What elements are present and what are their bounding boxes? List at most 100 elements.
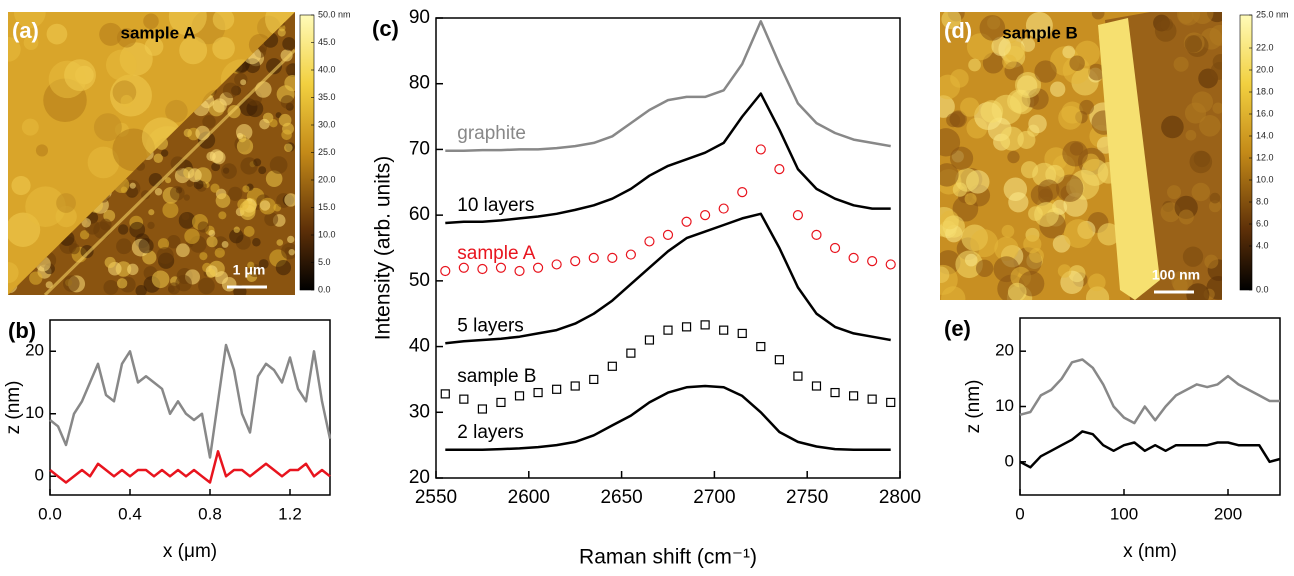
y-axis-label: z (nm) [3,381,24,435]
grain [1173,56,1189,72]
grain [1210,62,1222,80]
panel-label: (d) [944,18,972,43]
grain [8,261,19,284]
grain [970,229,999,258]
marker [607,252,618,263]
x-tick-label: 200 [1214,504,1242,523]
x-tick-label: 1.2 [278,504,302,523]
grain [282,37,295,51]
grain [1007,150,1020,164]
grain [980,100,1004,123]
y-tick-label: 50 [409,270,430,291]
grain [13,12,46,29]
marker [551,259,562,270]
x-tick-label: 0.0 [38,504,62,523]
grain [64,59,96,92]
series-label: sample B [457,366,536,387]
x-axis-label: Raman shift (cm⁻¹) [579,546,757,569]
grain [243,226,255,237]
marker [533,387,543,398]
image-title: sample B [1002,23,1078,42]
image-title: sample A [121,23,196,42]
colorbar-tick-label: 18.0 [1256,86,1274,96]
grain [183,128,192,138]
grain [1034,202,1059,227]
grain [169,185,185,201]
grain [940,74,961,100]
grain [99,22,123,46]
grain [228,186,243,201]
grain [1191,91,1214,113]
series-label: sample A [457,243,535,264]
grain [285,64,295,74]
grain [979,15,1006,41]
plot-frame [1019,317,1281,496]
colorbar-tick-label: 16.0 [1256,108,1274,118]
grain [8,36,21,62]
marker [719,325,729,335]
grain [236,132,244,140]
grain [206,268,216,279]
x-tick-label: 0.4 [118,504,142,523]
y-tick-label: 80 [409,73,430,94]
grain [275,259,292,276]
marker [570,381,580,391]
grain [1182,246,1204,267]
marker [681,322,692,332]
grain [1062,140,1088,167]
grain [143,13,159,30]
y-tick-label: 20 [25,341,44,360]
grain [214,247,225,258]
x-tick-label: 2650 [600,487,642,508]
colorbar-tick-label: 15.0 [318,202,336,212]
grain [999,126,1024,151]
afm-image [940,12,1222,300]
grain [1209,24,1222,46]
grain [1088,273,1106,292]
grain [46,23,68,45]
marker [792,210,804,221]
grain [1029,248,1044,263]
grain [942,215,965,238]
grain [161,149,169,157]
grain [1085,286,1110,300]
grain [1034,60,1057,83]
marker [589,374,599,385]
grain [210,183,220,193]
grain [284,143,293,152]
grain [118,224,129,235]
grain [994,236,1019,261]
grain [35,144,49,157]
marker [867,256,878,267]
marker [886,397,896,408]
marker [867,394,877,404]
grain [63,275,80,292]
grain [276,239,284,246]
grain [269,156,288,174]
grain [1208,200,1222,213]
colorbar-tick-label: 25.0 nm [1256,9,1289,19]
x-tick-label: 0 [1015,504,1024,523]
grain [264,212,279,227]
grain [975,259,994,278]
grain [284,74,295,92]
y-tick-label: 20 [409,467,430,488]
grain [215,193,231,208]
grain [1063,219,1093,249]
grain [168,12,207,36]
colorbar-tick-label: 30.0 [318,119,336,129]
grain [1191,182,1211,202]
grain [154,188,163,196]
colorbar-tick-label: 10.0 [318,229,336,239]
marker [644,236,655,247]
marker [552,384,562,394]
marker [459,394,469,404]
marker [626,348,636,358]
grain [129,221,146,238]
panel-label: (c) [372,16,399,41]
grain [1176,12,1201,26]
plot-frame [435,17,901,479]
grain [165,177,172,184]
grain [258,166,267,175]
marker [774,355,784,365]
